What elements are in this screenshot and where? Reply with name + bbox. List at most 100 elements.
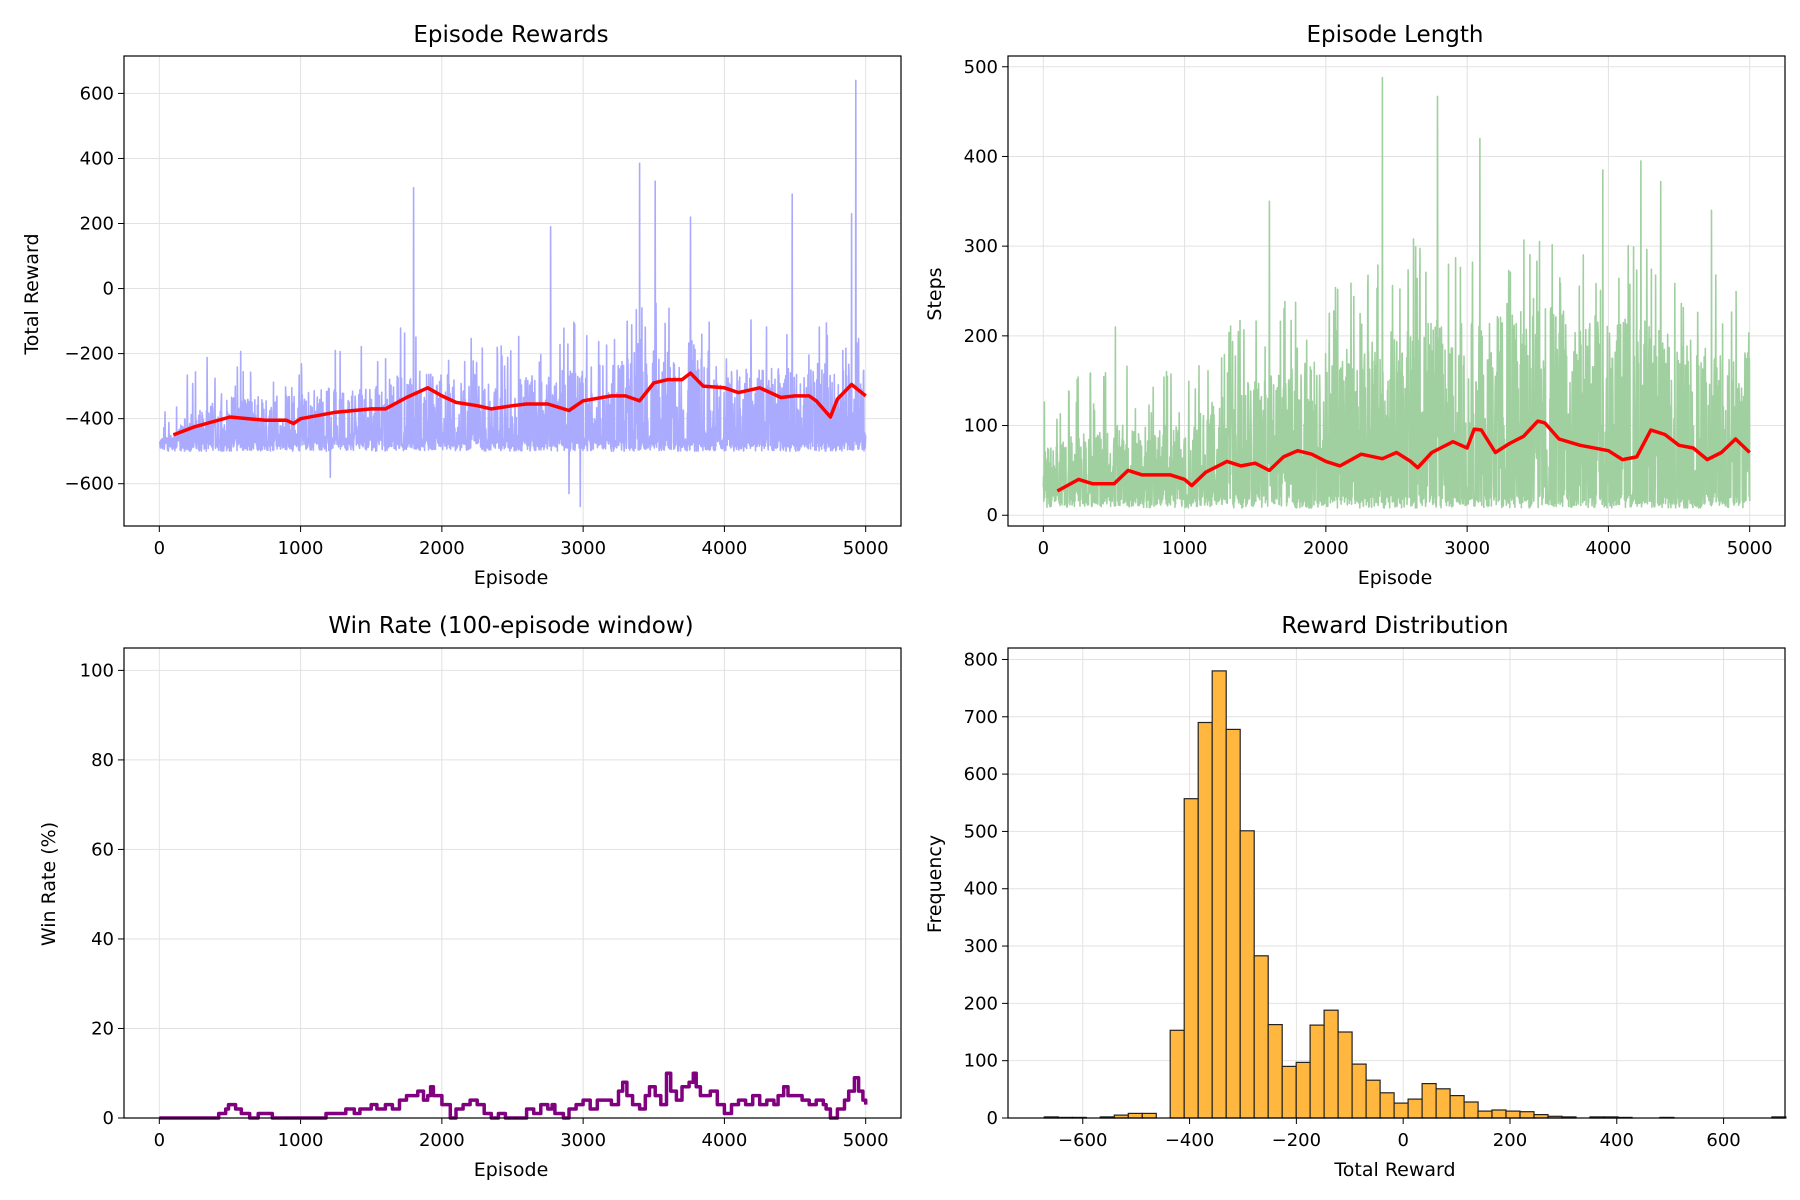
x-tick-label: −200 bbox=[1272, 1130, 1321, 1151]
y-tick-label: 700 bbox=[964, 707, 998, 728]
plot-frame bbox=[1007, 647, 1786, 1119]
y-tick-label: 0 bbox=[987, 1108, 998, 1129]
y-tick-label: −400 bbox=[65, 409, 114, 430]
histogram-bar bbox=[1491, 1109, 1507, 1119]
y-tick-label: 100 bbox=[80, 660, 114, 681]
chart-title: Reward Distribution bbox=[1281, 613, 1508, 639]
histogram-bar bbox=[1127, 1112, 1143, 1119]
histogram-bar bbox=[1393, 1102, 1409, 1119]
x-tick-label: −600 bbox=[1058, 1130, 1107, 1151]
histogram-bar bbox=[1351, 1063, 1367, 1119]
panel-reward-distribution: Reward Distribution Total Reward Frequen… bbox=[924, 613, 1787, 1181]
histogram-bar bbox=[1211, 670, 1227, 1119]
y-axis-label: Win Rate (%) bbox=[38, 822, 60, 946]
histogram-bar bbox=[1183, 798, 1199, 1119]
raw-series-line bbox=[1042, 76, 1751, 509]
x-tick-label: 200 bbox=[1493, 1130, 1527, 1151]
chart-title: Episode Rewards bbox=[413, 22, 608, 48]
histogram-bar bbox=[1449, 1094, 1465, 1119]
y-tick-label: 0 bbox=[103, 1108, 114, 1129]
y-tick-label: 60 bbox=[91, 839, 114, 860]
x-tick-label: 3000 bbox=[560, 538, 606, 559]
histogram-bar bbox=[1239, 830, 1255, 1119]
x-tick-label: 2000 bbox=[1303, 538, 1349, 559]
y-tick-label: 600 bbox=[80, 83, 114, 104]
histogram-bar bbox=[1267, 1023, 1283, 1119]
x-tick-label: 3000 bbox=[560, 1130, 606, 1151]
y-tick-label: 300 bbox=[964, 936, 998, 957]
x-tick-label: 1000 bbox=[278, 538, 324, 559]
x-axis-label: Episode bbox=[1358, 567, 1433, 589]
x-tick-label: 5000 bbox=[1727, 538, 1773, 559]
x-tick-label: −400 bbox=[1165, 1130, 1214, 1151]
x-tick-label: 1000 bbox=[278, 1130, 324, 1151]
y-tick-label: 800 bbox=[964, 649, 998, 670]
y-tick-label: 600 bbox=[964, 764, 998, 785]
x-axis-label: Episode bbox=[474, 1159, 549, 1181]
y-tick-label: 100 bbox=[964, 416, 998, 437]
x-axis-label: Total Reward bbox=[1333, 1159, 1455, 1181]
histogram-bar bbox=[1225, 728, 1241, 1119]
histogram-bar bbox=[1197, 721, 1213, 1119]
y-tick-label: 200 bbox=[964, 326, 998, 347]
y-tick-label: −600 bbox=[65, 474, 114, 495]
chart-title: Episode Length bbox=[1307, 22, 1484, 48]
y-tick-label: 200 bbox=[80, 214, 114, 235]
panel-win-rate: Win Rate (100-episode window) Episode Wi… bbox=[38, 613, 902, 1181]
histogram-bar bbox=[1295, 1061, 1311, 1119]
x-tick-label: 4000 bbox=[702, 538, 748, 559]
panel-episode-length: Episode Length Episode Steps 0 1000 2000 30… bbox=[924, 22, 1786, 589]
histogram-bar bbox=[1421, 1082, 1437, 1119]
histogram-bar bbox=[1365, 1079, 1381, 1119]
x-tick-label: 600 bbox=[1706, 1130, 1740, 1151]
x-tick-label: 0 bbox=[1397, 1130, 1408, 1151]
histogram-bar bbox=[1253, 955, 1269, 1119]
x-tick-label: 400 bbox=[1600, 1130, 1634, 1151]
histogram-bar bbox=[1505, 1110, 1521, 1119]
histogram-bar bbox=[1519, 1111, 1535, 1119]
x-tick-label: 4000 bbox=[1586, 538, 1632, 559]
y-axis-label: Steps bbox=[924, 267, 946, 320]
histogram-bar bbox=[1477, 1110, 1493, 1119]
plot-frame bbox=[123, 55, 902, 527]
plot-frame bbox=[1007, 55, 1786, 527]
y-tick-label: 400 bbox=[80, 148, 114, 169]
y-tick-label: 300 bbox=[964, 236, 998, 257]
histogram-bar bbox=[1435, 1088, 1451, 1119]
moving-average-line bbox=[1056, 419, 1751, 493]
y-tick-label: 0 bbox=[103, 279, 114, 300]
histogram-bar bbox=[1323, 1009, 1339, 1119]
y-tick-label: 500 bbox=[964, 821, 998, 842]
histogram-bar bbox=[1337, 1031, 1353, 1119]
x-tick-label: 0 bbox=[154, 538, 165, 559]
x-tick-label: 2000 bbox=[419, 538, 465, 559]
y-tick-label: 20 bbox=[91, 1018, 114, 1039]
win-rate-line bbox=[159, 1071, 868, 1120]
histogram-bar bbox=[1463, 1101, 1479, 1119]
raw-series-line bbox=[158, 79, 867, 508]
y-tick-label: 40 bbox=[91, 929, 114, 950]
x-tick-label: 5000 bbox=[843, 1130, 889, 1151]
histogram-bar bbox=[1407, 1098, 1423, 1119]
panel-episode-rewards: Episode Rewards Episode Total Reward 0 10… bbox=[21, 22, 902, 589]
x-tick-label: 0 bbox=[1038, 538, 1049, 559]
chart-title: Win Rate (100-episode window) bbox=[328, 613, 693, 639]
histogram-bar bbox=[1281, 1065, 1297, 1119]
y-tick-label: 80 bbox=[91, 750, 114, 771]
histogram-bar bbox=[1169, 1029, 1185, 1119]
y-axis-label: Frequency bbox=[924, 835, 946, 933]
x-tick-label: 2000 bbox=[419, 1130, 465, 1151]
histogram-bar bbox=[1309, 1024, 1325, 1119]
x-axis-label: Episode bbox=[474, 567, 549, 589]
y-tick-label: 400 bbox=[964, 879, 998, 900]
moving-average-line bbox=[172, 371, 867, 437]
histogram-bar bbox=[1141, 1112, 1157, 1119]
x-tick-label: 5000 bbox=[843, 538, 889, 559]
y-tick-label: −200 bbox=[65, 344, 114, 365]
y-tick-label: 400 bbox=[964, 146, 998, 167]
y-tick-label: 500 bbox=[964, 57, 998, 78]
x-tick-label: 1000 bbox=[1162, 538, 1208, 559]
histogram-bar bbox=[1379, 1092, 1395, 1119]
y-tick-label: 0 bbox=[987, 505, 998, 526]
